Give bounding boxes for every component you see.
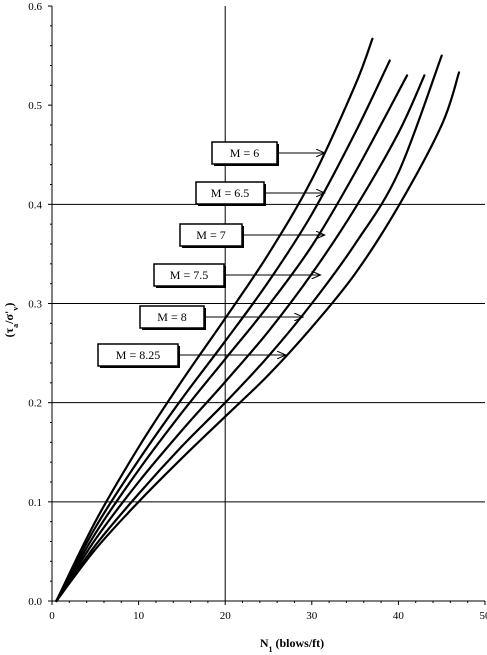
- annotation-label-m-8-25: M = 8.25: [116, 348, 160, 362]
- x-tick-label: 40: [393, 610, 405, 622]
- series-line-m-8-25: [55, 71, 461, 603]
- annotation-label-m-7: M = 7: [196, 228, 225, 242]
- x-axis-title: N1 (blows/ft): [260, 636, 324, 654]
- y-tick-label: 0.5: [28, 100, 42, 112]
- y-tick-label: 0.0: [28, 596, 42, 608]
- x-tick-label: 20: [220, 610, 232, 622]
- annotation-label-m-6-5: M = 6.5: [211, 186, 249, 200]
- series-line-m-7-5: [55, 74, 426, 603]
- annotations: M = 6 M = 6.5 M = 7 M = 7.5 M = 8 M = 8.25: [97, 141, 325, 368]
- annotation-label-m-7-5: M = 7.5: [170, 268, 208, 282]
- y-tick-label: 0.1: [28, 497, 42, 509]
- series-line-m-6: [55, 37, 374, 603]
- y-tick-label: 0.6: [28, 1, 42, 13]
- x-tick-label: 0: [49, 610, 55, 622]
- y-axis-title: (τa/σ'v): [2, 303, 20, 338]
- series-lines: [55, 37, 461, 603]
- series-line-m-7: [55, 74, 409, 603]
- x-tick-label: 10: [133, 610, 145, 622]
- annotation-label-m-6: M = 6: [230, 146, 259, 160]
- y-tick-label: 0.4: [28, 199, 42, 211]
- y-tick-label: 0.3: [28, 299, 42, 311]
- x-tick-label: 30: [306, 610, 318, 622]
- y-tick-label: 0.2: [28, 398, 42, 410]
- annotation-label-m-8: M = 8: [157, 310, 186, 324]
- x-tick-label: 50: [480, 610, 487, 622]
- y-ticks: 0.0 0.1 0.2 0.3 0.4 0.5 0.6: [28, 1, 52, 608]
- x-ticks: 0 10 20 30 40 50: [49, 601, 487, 622]
- series-line-m-8: [55, 54, 443, 603]
- series-line-m-6-5: [55, 59, 391, 603]
- gridlines: [52, 6, 485, 601]
